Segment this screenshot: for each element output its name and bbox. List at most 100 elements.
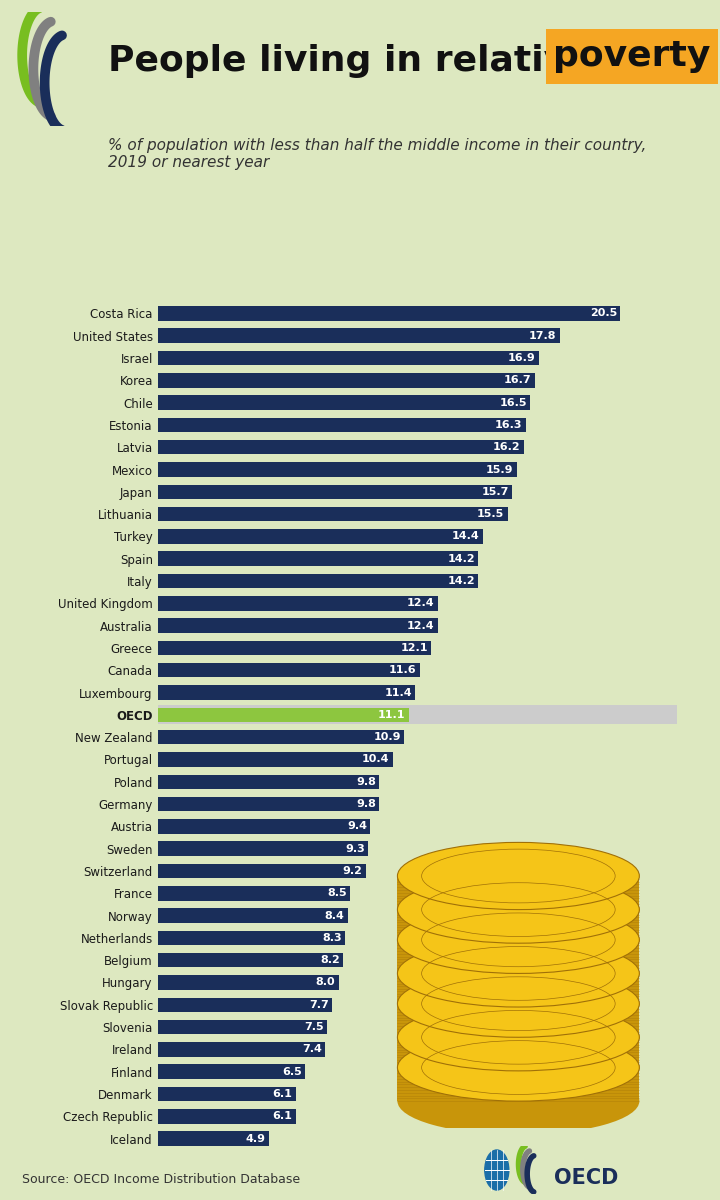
Bar: [158, 1042, 325, 1057]
Bar: [158, 730, 404, 744]
Bar: [158, 506, 508, 521]
Bar: [158, 997, 332, 1012]
Bar: [158, 306, 621, 320]
Text: 6.5: 6.5: [282, 1067, 302, 1076]
Bar: [158, 931, 346, 946]
Polygon shape: [397, 910, 639, 940]
Ellipse shape: [397, 842, 639, 910]
Text: Source: OECD Income Distribution Database: Source: OECD Income Distribution Databas…: [22, 1172, 300, 1186]
Bar: [158, 976, 338, 990]
Text: 15.5: 15.5: [477, 509, 505, 520]
Bar: [158, 552, 479, 566]
Text: 8.3: 8.3: [323, 932, 342, 943]
Text: 12.4: 12.4: [407, 620, 434, 631]
Bar: [158, 618, 438, 632]
Text: 10.9: 10.9: [373, 732, 401, 742]
Ellipse shape: [397, 970, 639, 1037]
Text: 4.9: 4.9: [246, 1134, 266, 1144]
Text: 11.6: 11.6: [389, 665, 416, 676]
Bar: [158, 440, 523, 455]
Bar: [158, 1132, 269, 1146]
Text: 10.4: 10.4: [362, 755, 390, 764]
Text: 14.4: 14.4: [452, 532, 480, 541]
Bar: [158, 820, 370, 834]
Text: 16.2: 16.2: [492, 443, 520, 452]
Bar: [158, 685, 415, 700]
Text: 8.4: 8.4: [325, 911, 344, 920]
Polygon shape: [397, 1068, 639, 1102]
Bar: [158, 418, 526, 432]
Text: 14.2: 14.2: [447, 576, 475, 586]
Bar: [158, 953, 343, 967]
Bar: [158, 462, 517, 476]
Bar: [158, 574, 479, 588]
Text: 6.1: 6.1: [273, 1090, 292, 1099]
Text: 9.8: 9.8: [356, 776, 376, 787]
Bar: [158, 1087, 296, 1102]
Bar: [158, 350, 539, 365]
Bar: [158, 797, 379, 811]
Text: 11.1: 11.1: [378, 710, 405, 720]
Bar: [158, 752, 393, 767]
Ellipse shape: [397, 1068, 639, 1135]
Bar: [158, 1020, 328, 1034]
Polygon shape: [397, 940, 639, 973]
Ellipse shape: [397, 940, 639, 1007]
Text: 8.0: 8.0: [315, 978, 336, 988]
Text: 12.4: 12.4: [407, 599, 434, 608]
Polygon shape: [397, 876, 639, 910]
Text: 16.9: 16.9: [508, 353, 536, 362]
Bar: [158, 395, 531, 410]
Bar: [158, 886, 350, 900]
Ellipse shape: [397, 906, 639, 973]
Text: 8.5: 8.5: [327, 888, 346, 899]
Bar: [158, 329, 559, 343]
Ellipse shape: [397, 876, 639, 943]
Text: 12.1: 12.1: [400, 643, 428, 653]
Text: People living in relative: People living in relative: [108, 44, 604, 78]
Bar: [158, 774, 379, 790]
Polygon shape: [397, 973, 639, 1003]
Bar: [158, 1109, 296, 1123]
Text: 20.5: 20.5: [590, 308, 617, 318]
Text: 7.7: 7.7: [309, 1000, 328, 1009]
Text: % of population with less than half the middle income in their country,
2019 or : % of population with less than half the …: [108, 138, 647, 170]
Text: 15.9: 15.9: [486, 464, 513, 474]
Ellipse shape: [397, 1034, 639, 1102]
Text: 9.4: 9.4: [347, 821, 367, 832]
Text: 14.2: 14.2: [447, 553, 475, 564]
Text: 6.1: 6.1: [273, 1111, 292, 1121]
Bar: [158, 908, 348, 923]
Bar: [158, 1064, 305, 1079]
Text: 17.8: 17.8: [528, 331, 557, 341]
Text: 16.7: 16.7: [504, 376, 531, 385]
Text: 7.5: 7.5: [305, 1022, 324, 1032]
Bar: [158, 864, 366, 878]
Bar: [158, 706, 677, 725]
Text: 9.2: 9.2: [343, 866, 362, 876]
Bar: [158, 485, 512, 499]
Bar: [158, 373, 535, 388]
Ellipse shape: [397, 876, 639, 943]
Ellipse shape: [397, 1003, 639, 1070]
Bar: [158, 708, 408, 722]
Text: 11.4: 11.4: [384, 688, 412, 697]
Bar: [158, 596, 438, 611]
Polygon shape: [397, 1003, 639, 1037]
Bar: [158, 662, 420, 678]
Ellipse shape: [397, 906, 639, 973]
Text: poverty: poverty: [553, 40, 710, 73]
Ellipse shape: [397, 940, 639, 1007]
Text: 9.3: 9.3: [345, 844, 364, 853]
Text: OECD: OECD: [554, 1168, 618, 1188]
Circle shape: [485, 1150, 509, 1190]
Polygon shape: [397, 1037, 639, 1068]
Text: 7.4: 7.4: [302, 1044, 322, 1055]
Text: 8.2: 8.2: [320, 955, 340, 965]
Bar: [158, 529, 483, 544]
Bar: [158, 841, 368, 856]
Text: 16.5: 16.5: [500, 397, 527, 408]
Ellipse shape: [397, 1003, 639, 1070]
Ellipse shape: [397, 970, 639, 1037]
Text: 16.3: 16.3: [495, 420, 523, 430]
